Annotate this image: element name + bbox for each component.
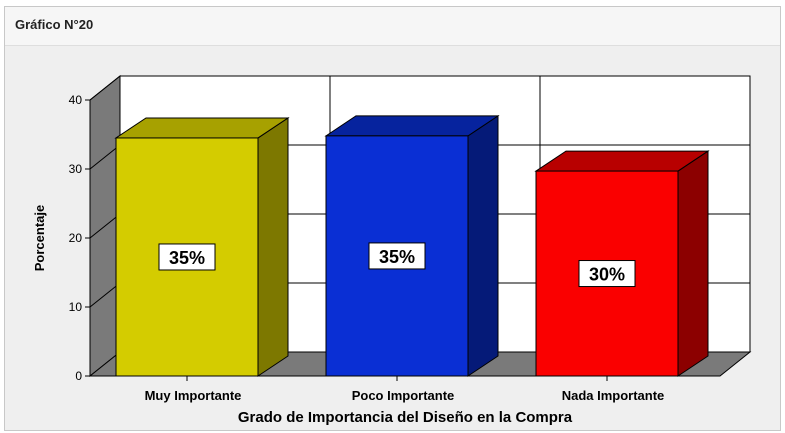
data-label: 35%: [169, 248, 205, 268]
data-label-box: [578, 260, 636, 288]
y-tick-label: 0: [75, 369, 82, 383]
chart-header: Gráfico N°20: [5, 7, 780, 46]
bar-side: [677, 150, 709, 377]
x-axis-title: Grado de Importancia del Diseño en la Co…: [238, 409, 573, 426]
bar-top: [324, 115, 500, 137]
bar-group: 30%: [534, 150, 710, 377]
bar-top: [534, 150, 710, 172]
y-tick-label: 30: [69, 162, 83, 176]
x-tick-label: Nada Importante: [562, 388, 665, 403]
data-label-box: [368, 242, 426, 270]
gridline-side: [89, 144, 121, 170]
chart-panel-title: Gráfico N°20: [15, 17, 94, 32]
y-tick-label: 20: [69, 231, 83, 245]
bar-group: 35%: [324, 114, 500, 377]
data-label-box: [158, 243, 216, 271]
x-tick-label: Muy Importante: [145, 388, 242, 403]
y-axis: 0 10 20 30 40: [69, 93, 91, 383]
gridline-side: [89, 75, 121, 101]
bars: 35% 35% 30%: [114, 114, 710, 377]
plot-area: 0 10 20 30 40 35% 35% 30% Muy Importante Poco I…: [69, 74, 752, 403]
data-label: 30%: [589, 265, 625, 285]
bar-side: [467, 114, 499, 377]
gridline-side: [89, 282, 121, 308]
x-axis: Muy Importante Poco Importante Nada Import…: [90, 375, 720, 403]
y-axis-title: Porcentaje: [32, 205, 47, 271]
gridline-side: [89, 213, 121, 239]
bar-group: 35%: [114, 117, 290, 377]
bar-top: [114, 117, 290, 139]
y-tick-label: 40: [69, 93, 83, 107]
y-tick-label: 10: [69, 300, 83, 314]
data-label: 35%: [379, 247, 415, 267]
x-tick-label: Poco Importante: [352, 388, 455, 403]
bar-side: [257, 117, 289, 377]
